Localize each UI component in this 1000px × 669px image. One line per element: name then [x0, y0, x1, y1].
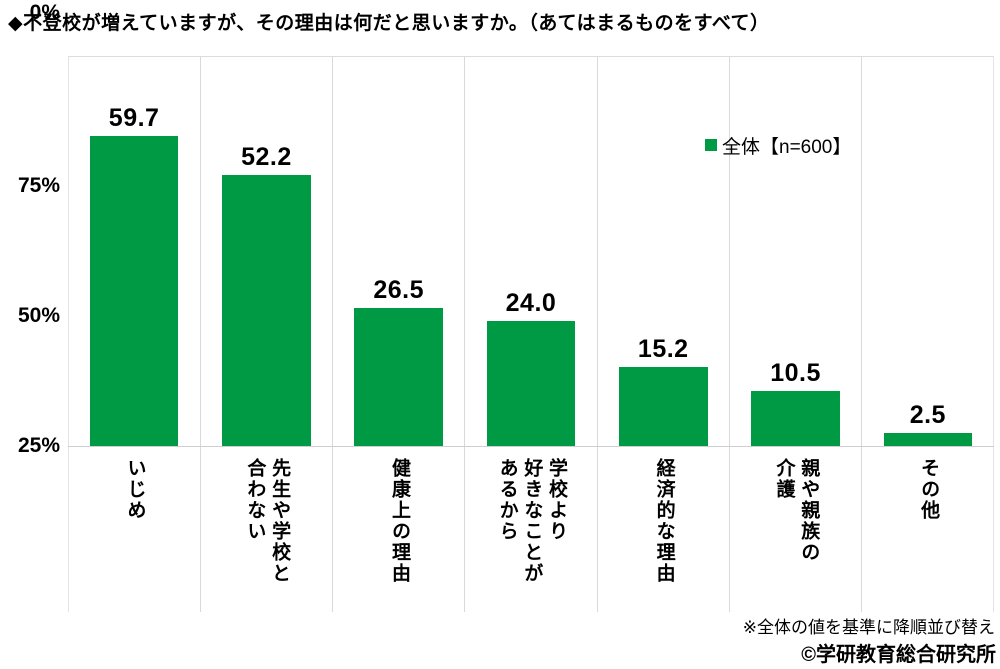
bar-column: 2.5	[862, 56, 994, 446]
y-axis-tick-25: 25%	[17, 434, 60, 457]
grid-column	[465, 57, 598, 612]
legend-label: 全体【n=600】	[722, 136, 852, 158]
chart-plot-area: 59.7 52.2 26.5 24.0 15.2 10.5 2.5	[68, 56, 994, 446]
grid-column	[201, 57, 334, 612]
bar-sensei-awanai	[222, 174, 311, 446]
bar-value-label: 15.2	[637, 334, 689, 363]
category-label-ijime: いじめ	[124, 458, 146, 521]
bar-kenkou	[354, 308, 444, 446]
grid-column	[69, 57, 202, 612]
bar-value-label: 24.0	[505, 289, 557, 318]
y-axis-tick-0: 0%	[29, 1, 60, 24]
category-label-kaigo: 親や親族の 介護	[773, 458, 820, 563]
bar-value-label: 2.5	[909, 401, 946, 429]
bar-column: 59.7	[68, 56, 200, 446]
bar-column: 24.0	[465, 56, 597, 446]
category-label-sensei-awanai: 先生や学校と 合わない	[244, 458, 291, 584]
grid-column	[730, 57, 862, 612]
bar-column: 52.2	[200, 56, 332, 446]
bar-sonota	[883, 433, 973, 446]
plot-grid	[68, 56, 994, 612]
bar-value-label: 10.5	[770, 359, 821, 388]
bar-keizai	[618, 366, 708, 446]
bar-value-label: 26.5	[373, 276, 425, 305]
grid-column	[598, 57, 730, 612]
bar-kaigo	[751, 391, 840, 446]
bar-value-label: 59.7	[108, 103, 160, 132]
bar-column: 26.5	[333, 56, 465, 446]
legend: 全体【n=600】	[705, 133, 852, 158]
copyright-notice: ©学研教育総合研究所	[801, 644, 996, 666]
x-axis-baseline	[68, 446, 994, 447]
bar-sukinakoto	[486, 321, 576, 446]
bar-column: 15.2	[597, 56, 729, 446]
bar-ijime	[89, 135, 179, 446]
category-label-sukinakoto: 学校より 好きなことが あるから	[496, 458, 568, 584]
bar-value-label: 52.2	[241, 142, 292, 171]
category-label-kenkou: 健康上の理由	[389, 458, 411, 584]
x-axis-labels: いじめ 先生や学校と 合わない 健康上の理由 学校より 好きなことが あるから …	[68, 458, 994, 613]
sort-footnote: ※全体の値を基準に降順並び替え	[742, 618, 995, 637]
y-axis-tick-50: 50%	[17, 304, 60, 327]
y-axis-tick-75: 75%	[17, 174, 60, 197]
category-label-keizai: 経済的な理由	[653, 458, 675, 584]
legend-marker-square	[705, 139, 717, 151]
grid-column	[333, 57, 466, 612]
category-label-sonota: その他	[918, 458, 940, 521]
chart-title: ◆不登校が増えていますが、その理由は何だと思いますか。（あてはまるものをすべて）	[8, 13, 770, 34]
bar-column: 10.5	[729, 56, 861, 446]
